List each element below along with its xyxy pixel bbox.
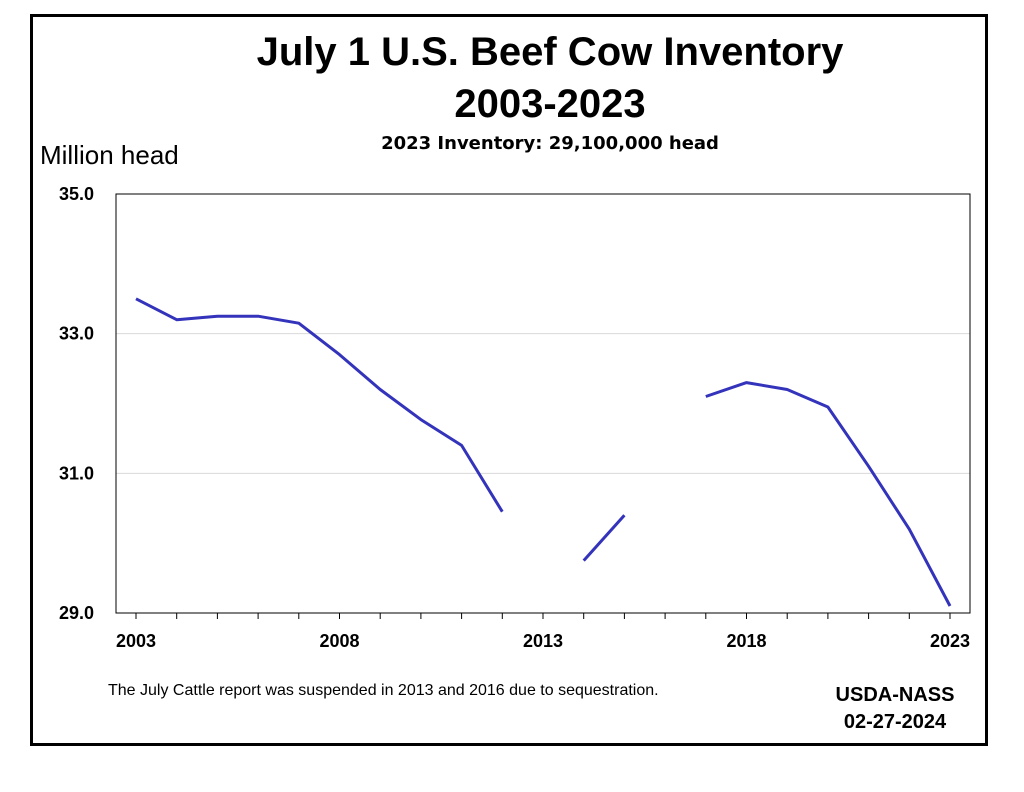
x-tick-label-1: 2008 (319, 631, 359, 651)
series-0-line-segment-2 (705, 381, 952, 607)
y-tick-label-1: 31.0 (59, 463, 94, 483)
series-0-line-segment-1 (582, 514, 626, 562)
x-tick-label-2: 2013 (523, 631, 563, 651)
x-tick-label-3: 2018 (726, 631, 766, 651)
y-tick-label-2: 33.0 (59, 324, 94, 344)
source-label: USDA-NASS (835, 684, 955, 706)
chart-title: July 1 U.S. Beef Cow Inventory (256, 30, 844, 74)
x-tick-label-4: 2023 (930, 631, 970, 651)
chart-title-years: 2003-2023 (454, 82, 646, 126)
chart-subtitle: 2023 Inventory: 29,100,000 head (381, 133, 719, 154)
y-tick-label-3: 35.0 (59, 184, 94, 204)
series-0-line-segment-0 (135, 297, 504, 513)
x-tick-label-0: 2003 (116, 631, 156, 651)
y-tick-label-0: 29.0 (59, 603, 94, 623)
source-date: 02-27-2024 (843, 711, 947, 733)
y-axis-label: Million head (40, 140, 179, 170)
footnote: The July Cattle report was suspended in … (108, 682, 659, 699)
plot-area-border (115, 193, 971, 614)
chart-frame (30, 14, 988, 746)
